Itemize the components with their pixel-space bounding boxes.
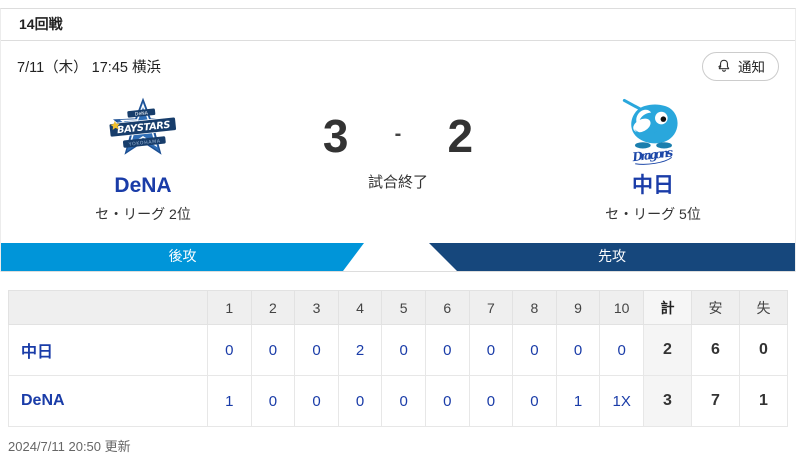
table-row: 中日 0 0 0 2 0 0 0 0 0 0 2 6 0 [8, 324, 788, 376]
batting-order-banners: 後攻 先攻 [1, 243, 795, 272]
errors-cell: 1 [739, 375, 788, 427]
inning-cell: 0 [424, 375, 470, 427]
table-row: DeNA 1 0 0 0 0 0 0 0 1 1X 3 7 1 [8, 375, 788, 427]
inning-cell: 0 [337, 375, 383, 427]
inning-cell: 1 [555, 375, 601, 427]
row-team-name: DeNA [8, 375, 208, 427]
baystars-logo: DeNA BAYSTARS YOKOHAMA [106, 94, 180, 168]
inning-cell: 0 [468, 324, 514, 376]
inning-cell: 0 [512, 375, 557, 427]
game-info-bar: 7/11（木） 17:45 横浜 通知 [1, 41, 795, 91]
hits-cell: 7 [691, 375, 740, 427]
score-area: DeNA BAYSTARS YOKOHAMA DeNA セ・リーグ 2位 3 [1, 91, 795, 243]
score-separator: - [394, 122, 402, 145]
score-center-block: 3 - 2 試合終了 [233, 91, 563, 192]
svg-text:Dragons: Dragons [631, 145, 674, 164]
inning-header: 2 [250, 290, 296, 325]
hits-cell: 6 [691, 324, 740, 376]
home-team-block: DeNA BAYSTARS YOKOHAMA DeNA セ・リーグ 2位 [53, 91, 233, 224]
inning-cell: 0 [381, 324, 426, 376]
inning-header: 1 [207, 290, 252, 325]
inning-cell: 0 [555, 324, 601, 376]
inning-header: 5 [381, 290, 426, 325]
round-title: 14回戦 [1, 9, 795, 41]
total-cell: 3 [643, 375, 692, 427]
score-line: 3 - 2 [321, 113, 476, 159]
away-team-block: Dragons 中日 セ・リーグ 5位 [563, 91, 743, 224]
errors-cell: 0 [739, 324, 788, 376]
inning-cell: 0 [250, 324, 296, 376]
inning-cell: 0 [294, 324, 339, 376]
inning-header: 10 [599, 290, 644, 325]
inning-cell: 0 [468, 375, 514, 427]
away-team-rank: セ・リーグ 5位 [605, 206, 701, 223]
inning-header: 3 [294, 290, 339, 325]
inning-cell: 0 [599, 324, 644, 376]
inning-cell: 0 [424, 324, 470, 376]
away-banner: 先攻 [429, 243, 795, 271]
hits-header: 安 [691, 290, 740, 325]
inning-cell: 0 [512, 324, 557, 376]
svg-text:YOKOHAMA: YOKOHAMA [128, 138, 162, 147]
inning-cell: 1 [207, 375, 252, 427]
inning-cell: 2 [337, 324, 383, 376]
inning-cell: 0 [250, 375, 296, 427]
total-cell: 2 [643, 324, 692, 376]
away-score: 2 [447, 110, 474, 162]
errors-header: 失 [739, 290, 788, 325]
notify-button[interactable]: 通知 [702, 51, 779, 81]
inning-cell: 0 [381, 375, 426, 427]
inning-header: 9 [555, 290, 601, 325]
total-header: 計 [643, 290, 692, 325]
inning-cell: 0 [207, 324, 252, 376]
row-team-name: 中日 [8, 324, 208, 376]
match-status: 試合終了 [367, 174, 428, 191]
team-column-header [8, 290, 208, 325]
inning-cell: 0 [294, 375, 339, 427]
inning-header: 6 [424, 290, 470, 325]
inning-cell: 1X [599, 375, 644, 427]
home-score: 3 [322, 110, 349, 162]
inning-header: 4 [337, 290, 383, 325]
inning-header: 8 [512, 290, 557, 325]
home-banner: 後攻 [1, 243, 364, 271]
scoreboard-panel: 14回戦 7/11（木） 17:45 横浜 通知 [0, 8, 796, 272]
linescore-header-row: 1 2 3 4 5 6 7 8 9 10 計 安 失 [8, 290, 788, 325]
linescore-table: 1 2 3 4 5 6 7 8 9 10 計 安 失 中日 [8, 290, 788, 427]
away-team-name[interactable]: 中日 [632, 174, 674, 197]
game-datetime: 7/11（木） 17:45 横浜 [17, 59, 161, 76]
svg-text:DeNA: DeNA [135, 110, 149, 117]
linescore-section: 1 2 3 4 5 6 7 8 9 10 計 安 失 中日 [0, 272, 796, 427]
bell-plus-icon [716, 58, 732, 74]
home-team-rank: セ・リーグ 2位 [95, 206, 191, 223]
home-team-name[interactable]: DeNA [114, 174, 172, 197]
dragons-logo: Dragons [616, 94, 690, 168]
inning-header: 7 [468, 290, 514, 325]
updated-timestamp: 2024/7/11 20:50 更新 [8, 439, 131, 454]
notify-button-label: 通知 [738, 60, 765, 75]
